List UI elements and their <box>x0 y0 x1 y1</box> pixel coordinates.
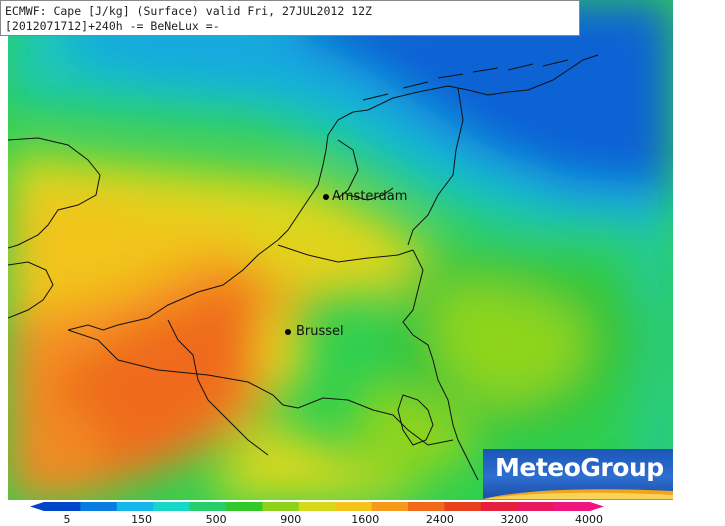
colorbar-segment <box>371 502 409 511</box>
colorbar-segment <box>226 502 263 511</box>
city-label-amsterdam: Amsterdam <box>332 189 408 204</box>
colorbar-segment <box>444 502 482 511</box>
colorbar-tick-label: 150 <box>131 513 153 526</box>
colorbar-segment <box>189 502 227 511</box>
colorbar-arrow-right <box>590 502 604 511</box>
colorbar-segment <box>298 502 336 511</box>
borders <box>8 54 599 481</box>
cape-field <box>8 0 673 500</box>
city-label-brussel: Brussel <box>296 324 344 339</box>
meteogroup-logo: MeteoGroup <box>483 449 673 499</box>
colorbar-segment <box>553 502 591 511</box>
colorbar-segment <box>44 502 81 511</box>
colorbar-segment <box>80 502 118 511</box>
logo-text: MeteoGroup <box>495 453 664 482</box>
colorbar-tick-label: 900 <box>280 513 302 526</box>
map-header: ECMWF: Cape [J/kg] (Surface) valid Fri, … <box>0 0 580 36</box>
colorbar-segment <box>517 502 555 511</box>
colorbar-arrow-left <box>30 502 44 511</box>
colorbar-tick-label: 1600 <box>351 513 380 526</box>
colorbar-tick-label: 2400 <box>425 513 454 526</box>
colorbar-segment <box>408 502 445 511</box>
color-scale-bar <box>30 502 604 511</box>
colorbar-segment <box>480 502 518 511</box>
logo-swoosh <box>483 489 673 499</box>
colorbar-tick-label: 500 <box>205 513 227 526</box>
cape-map <box>8 0 673 500</box>
colorbar-tick-label: 4000 <box>575 513 603 526</box>
header-subtitle: [2012071712]+240h -= BeNeLux =- <box>5 19 220 33</box>
city-marker-brussel <box>285 329 291 335</box>
colorbar-tick-label: 3200 <box>500 513 529 526</box>
colorbar-segment <box>116 502 154 511</box>
colorbar-tick-label: 5 <box>63 513 71 526</box>
header-title: ECMWF: Cape [J/kg] (Surface) valid Fri, … <box>5 4 372 18</box>
colorbar-segment <box>153 502 191 511</box>
colorbar-segment <box>335 502 373 511</box>
city-marker-amsterdam <box>323 194 329 200</box>
colorbar-segment <box>262 502 300 511</box>
